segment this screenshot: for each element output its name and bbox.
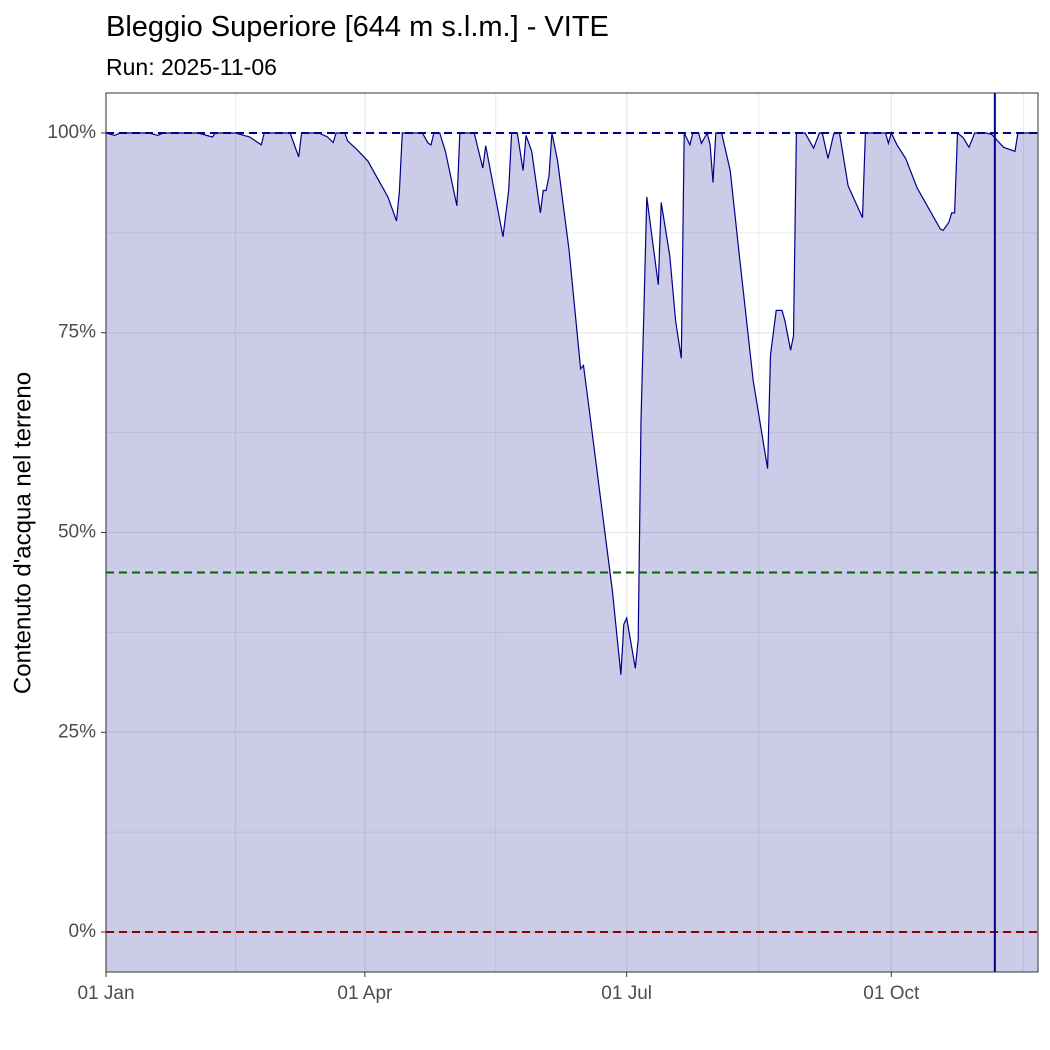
y-axis-title: Contenuto d'acqua nel terreno: [9, 372, 36, 694]
chart-title: Bleggio Superiore [644 m s.l.m.] - VITE: [106, 11, 609, 43]
y-tick-label: 0%: [69, 921, 97, 942]
x-tick-label: 01 Jan: [77, 983, 134, 1004]
x-tick-label: 01 Apr: [337, 983, 393, 1004]
chart-subtitle: Run: 2025-11-06: [106, 54, 277, 80]
x-tick-label: 01 Jul: [601, 983, 652, 1004]
x-tick-label: 01 Oct: [863, 983, 920, 1004]
y-tick-label: 25%: [58, 721, 96, 742]
area: [106, 133, 1038, 972]
y-tick-label: 50%: [58, 522, 96, 543]
marks: [105, 93, 1038, 972]
line: [105, 131, 1038, 675]
y-tick-label: 100%: [47, 122, 96, 143]
y-tick-label: 75%: [58, 322, 96, 343]
